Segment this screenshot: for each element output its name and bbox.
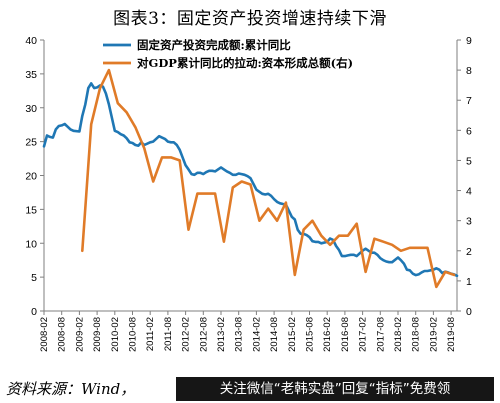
source-note: 资料来源：Wind，	[6, 380, 136, 398]
x-tick-label: 2009-02	[74, 317, 85, 352]
right-y-axis: 0 1 2 3 4 5 6 7 8 9	[457, 35, 472, 318]
footer: 资料来源：Wind， 关注微信“老韩实盘”回复“指标”免费领	[0, 375, 500, 403]
x-tick-label: 2014-02	[251, 317, 262, 352]
x-tick-label: 2018-02	[393, 317, 404, 352]
right-tick-label: 5	[466, 155, 472, 167]
right-tick-label: 0	[466, 306, 472, 318]
x-tick-label: 2018-08	[411, 317, 422, 352]
x-tick-label: 2010-02	[110, 317, 121, 352]
series-line-1	[42, 82, 459, 278]
right-tick-label: 6	[466, 125, 472, 137]
x-tick-label: 2013-08	[234, 317, 245, 352]
x-tick-label: 2019-08	[446, 317, 457, 352]
left-tick-label: 35	[25, 69, 37, 81]
legend-label-1: 固定资产投资完成额:累计同比	[137, 38, 291, 52]
x-tick-label: 2012-08	[198, 317, 209, 352]
x-axis: 2008-02 2008-08 2009-02 2009-08 2010-02 2010-…	[39, 311, 457, 352]
left-y-axis: 0 5 10 15 20 25 30 35 40	[25, 35, 44, 318]
x-tick-label: 2014-08	[269, 317, 280, 352]
x-tick-label: 2013-02	[216, 317, 227, 352]
series-line-2	[81, 68, 456, 289]
right-tick-label: 8	[466, 65, 472, 77]
right-tick-label: 3	[466, 216, 472, 228]
x-tick-label: 2015-08	[305, 317, 316, 352]
x-tick-label: 2016-02	[322, 317, 333, 352]
x-tick-label: 2011-08	[163, 317, 174, 351]
left-tick-label: 15	[25, 204, 37, 216]
x-tick-label: 2008-02	[39, 317, 50, 352]
promo-banner: 关注微信“老韩实盘”回复“指标”免费领	[176, 377, 494, 401]
left-tick-label: 0	[31, 306, 37, 318]
x-tick-label: 2015-02	[287, 317, 298, 352]
chart-title: 图表3：固定资产投资增速持续下滑	[113, 9, 387, 29]
plot-frame	[43, 40, 458, 312]
left-tick-label: 40	[25, 35, 37, 47]
x-tick-label: 2017-08	[375, 317, 386, 352]
left-tick-label: 5	[31, 272, 37, 284]
left-tick-label: 25	[25, 137, 37, 149]
legend-label-2: 对GDP累计同比的拉动:资本形成总额(右)	[137, 56, 353, 70]
right-tick-label: 7	[466, 95, 472, 107]
left-tick-label: 20	[25, 171, 37, 183]
x-tick-label: 2008-08	[57, 317, 68, 352]
x-tick-label: 2011-02	[145, 317, 156, 351]
right-tick-label: 9	[466, 35, 472, 47]
x-tick-label: 2012-02	[181, 317, 192, 352]
right-tick-label: 4	[466, 186, 472, 198]
left-tick-label: 10	[25, 238, 37, 250]
x-tick-label: 2017-02	[358, 317, 369, 352]
x-tick-label: 2009-08	[92, 317, 103, 352]
x-tick-label: 2010-08	[128, 317, 139, 352]
right-tick-label: 1	[466, 276, 472, 288]
x-tick-label: 2016-08	[340, 317, 351, 352]
series-layer	[42, 68, 459, 289]
x-tick-label: 2019-02	[428, 317, 439, 352]
right-tick-label: 2	[466, 246, 472, 258]
left-tick-label: 30	[25, 103, 37, 115]
